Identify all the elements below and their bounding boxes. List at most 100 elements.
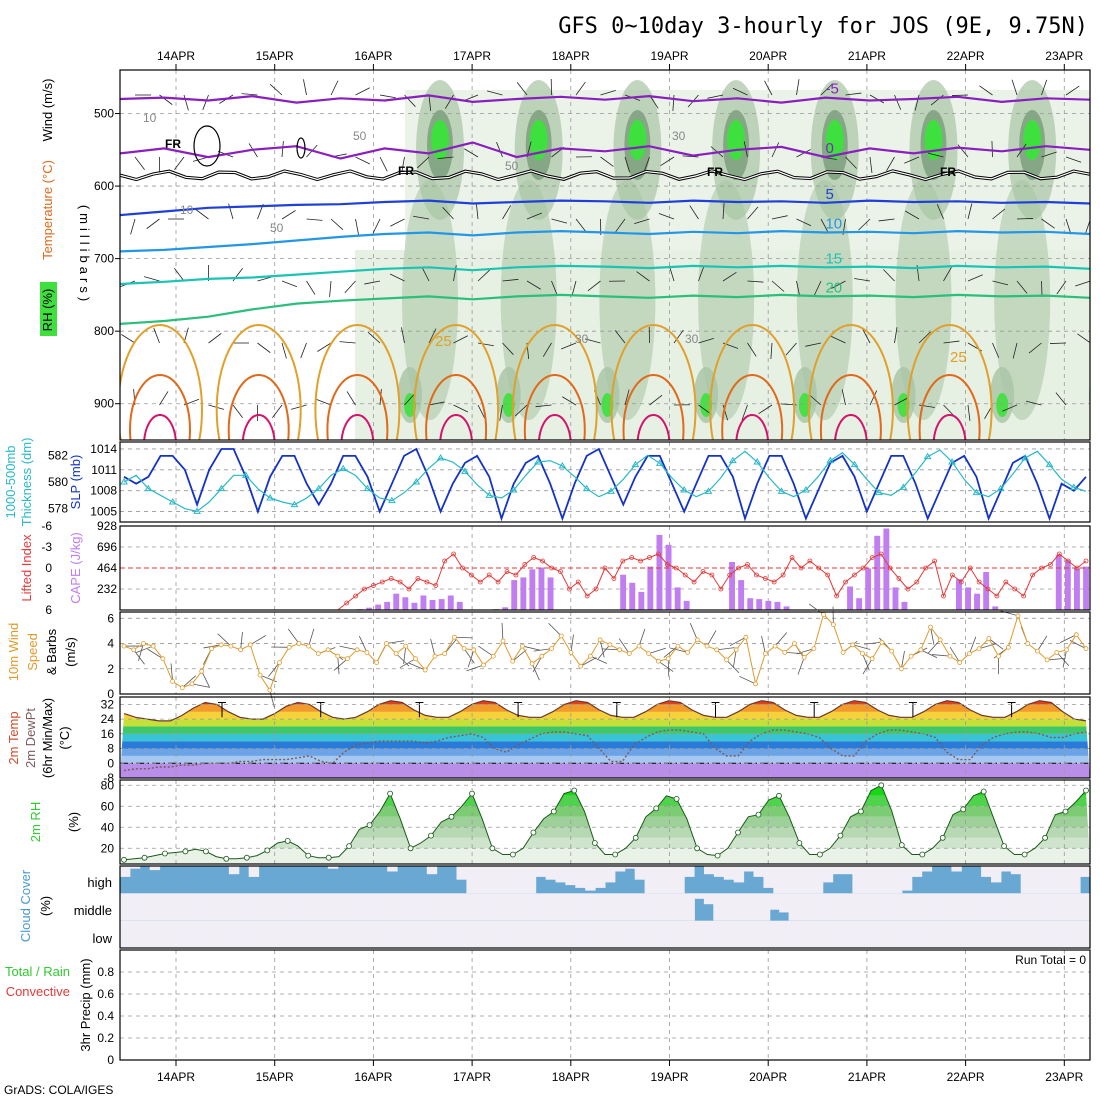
cloud-gap-high: [1020, 866, 1032, 894]
cloud-gap-low: [756, 920, 768, 948]
cloud-gap-high: [832, 866, 844, 875]
li-marker: [451, 551, 457, 557]
cloud-gap-middle: [958, 893, 969, 921]
wind-barb: [774, 632, 788, 647]
wind-barb: [502, 278, 519, 282]
temp-loop-30: [129, 374, 191, 440]
cloud-gap-high: [783, 866, 794, 894]
date-label-top: 18APR: [552, 49, 590, 63]
cape-bar: [856, 598, 863, 610]
cloud-gap-middle: [449, 893, 460, 921]
temp-contour-label: -5: [825, 81, 838, 98]
date-label-top: 19APR: [650, 49, 688, 63]
wind-barb: [486, 90, 503, 96]
wind-speed-marker: [636, 643, 642, 649]
wind-speed-marker: [1073, 632, 1079, 638]
wind-tick-label: 2: [107, 662, 114, 676]
wind-barb: [1028, 342, 1042, 354]
wind-barb: [729, 636, 747, 647]
rh-band: [120, 795, 1090, 807]
wind-barb: [747, 206, 759, 220]
rh-band: [120, 848, 1090, 864]
temp-loop-35: [834, 414, 868, 440]
rh-column: [500, 180, 557, 420]
wind-barb: [428, 94, 432, 111]
wind-barb: [333, 658, 348, 671]
wind-barb: [992, 280, 1009, 286]
rh-blob-green: [825, 120, 844, 160]
temp-band-group: [120, 700, 1090, 778]
li-marker: [1012, 586, 1018, 592]
cloud-gap-high: [466, 866, 477, 894]
cloud-gap-middle: [892, 893, 903, 921]
cloud-gap-high: [981, 866, 992, 877]
li-marker: [878, 551, 884, 557]
wind-barb: [1077, 333, 1090, 344]
wind-speed-marker: [325, 647, 331, 653]
thickness-marker: [339, 464, 348, 472]
rh-marker: [612, 851, 619, 858]
li-marker: [468, 572, 474, 578]
cloud-gap-low: [286, 920, 297, 948]
wind-speed-marker: [879, 639, 885, 645]
wind-barb: [232, 404, 243, 419]
wind-barb: [317, 342, 332, 352]
wind-barb: [796, 218, 812, 227]
cloud-gap-low: [345, 920, 356, 948]
thickness-marker: [948, 458, 956, 465]
wind-barb: [673, 329, 684, 344]
wind-barb: [379, 94, 396, 99]
dewpt-line: [123, 729, 1087, 772]
temp-contour-label: 25: [435, 333, 452, 350]
thickness-marker: [680, 486, 689, 493]
cape-bar: [874, 535, 881, 610]
wind-barb: [967, 404, 971, 421]
wind-barb: [217, 633, 232, 647]
wind-barb: [862, 658, 873, 675]
wind-barb: [428, 401, 445, 406]
wind-speed-marker: [160, 656, 166, 662]
wind-barb: [1062, 649, 1067, 668]
date-label-bottom: 23APR: [1045, 1070, 1083, 1084]
rh-value-label: 30: [575, 332, 589, 346]
cloud-gap-high: [822, 866, 834, 883]
cape-bar: [1064, 560, 1071, 610]
thickness-marker: [485, 491, 494, 498]
temp-loop-30: [622, 374, 685, 440]
wind-speed-marker: [1054, 650, 1060, 655]
li-marker: [611, 576, 617, 581]
cloud-gap-middle: [477, 893, 488, 921]
cloud-gap-middle: [816, 893, 827, 921]
wind-barb: [516, 82, 528, 96]
wind-barb: [796, 648, 815, 655]
rh-marker: [1001, 843, 1007, 849]
wind-bg: [120, 612, 1090, 694]
wind-barb: [174, 156, 185, 171]
cloud-gap-low: [805, 920, 817, 948]
rh-marker: [1062, 808, 1069, 815]
wind-barb: [195, 209, 209, 220]
cloud-gap-low: [531, 920, 542, 948]
wind-barb: [670, 647, 688, 653]
wind-barb: [291, 404, 307, 410]
wind-barb: [689, 205, 699, 220]
wind-barb: [1016, 218, 1034, 220]
cloud-gap-low: [678, 920, 689, 948]
li-marker: [789, 555, 795, 560]
thickness-marker: [193, 507, 201, 514]
cloud-gap-low: [335, 920, 346, 948]
wind-barb: [601, 648, 620, 651]
wind-barb: [894, 327, 898, 344]
cloud-gap-high: [664, 866, 675, 894]
cloud-gap-middle: [901, 893, 912, 921]
wind-barb: [1041, 280, 1043, 298]
rh-line: [123, 784, 1087, 861]
wind-speed-marker: [383, 641, 389, 646]
cape-bar: [665, 544, 672, 610]
temp-loop-35: [439, 414, 473, 440]
date-label-top: 17APR: [453, 49, 491, 63]
wind-barb: [269, 83, 283, 96]
cloud-gap-low: [139, 920, 150, 948]
rh-low-green: [700, 393, 713, 417]
